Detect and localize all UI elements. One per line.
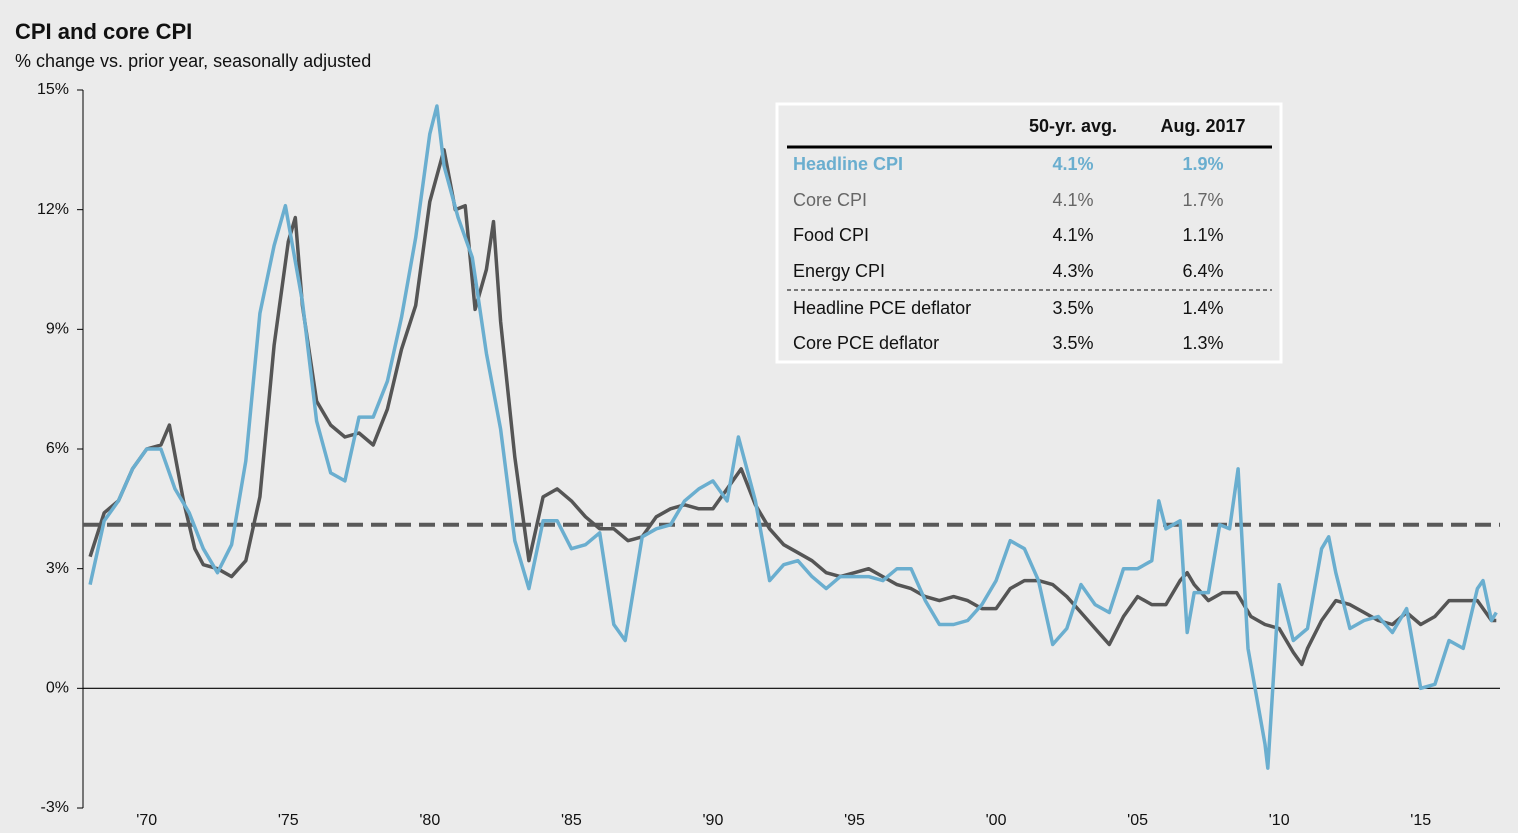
y-tick-label: 9% [46, 321, 69, 338]
table-header: Aug. 2017 [1160, 116, 1245, 136]
table-box [775, 102, 1283, 364]
y-tick-label: 15% [37, 81, 69, 98]
table-cell: 6.4% [1182, 261, 1223, 281]
x-tick-label: '05 [1127, 812, 1148, 829]
table-cell: 1.9% [1182, 154, 1223, 174]
x-tick-label: '00 [986, 812, 1007, 829]
table-cell: 1.7% [1182, 190, 1223, 210]
table-cell: 3.5% [1052, 298, 1093, 318]
y-tick-label: 6% [46, 440, 69, 457]
table-cell: 1.1% [1182, 225, 1223, 245]
x-tick-label: '85 [561, 812, 582, 829]
table-row-label: Headline CPI [793, 154, 903, 174]
x-tick-label: '90 [703, 812, 724, 829]
x-tick-label: '15 [1410, 812, 1431, 829]
table-cell: 4.1% [1052, 225, 1093, 245]
table-row-label: Energy CPI [793, 261, 885, 281]
chart-title: CPI and core CPI [15, 19, 192, 44]
table-cell: 4.1% [1052, 190, 1093, 210]
table-cell: 1.4% [1182, 298, 1223, 318]
x-tick-label: '95 [844, 812, 865, 829]
table-header: 50-yr. avg. [1029, 116, 1117, 136]
table-row-label: Headline PCE deflator [793, 298, 971, 318]
table-row-label: Core CPI [793, 190, 867, 210]
x-tick-label: '80 [419, 812, 440, 829]
y-tick-label: -3% [41, 799, 69, 816]
x-tick-label: '75 [278, 812, 299, 829]
y-tick-label: 12% [37, 201, 69, 218]
table-cell: 1.3% [1182, 333, 1223, 353]
table-cell: 4.1% [1052, 154, 1093, 174]
table-cell: 3.5% [1052, 333, 1093, 353]
series-line [88, 104, 1498, 770]
x-tick-label: '70 [136, 812, 157, 829]
y-tick-label: 0% [46, 680, 69, 697]
table-row-label: Core PCE deflator [793, 333, 939, 353]
table-row-label: Food CPI [793, 225, 869, 245]
y-tick-label: 3% [46, 560, 69, 577]
chart-subtitle: % change vs. prior year, seasonally adju… [15, 51, 371, 71]
table-cell: 4.3% [1052, 261, 1093, 281]
x-tick-label: '10 [1269, 812, 1290, 829]
